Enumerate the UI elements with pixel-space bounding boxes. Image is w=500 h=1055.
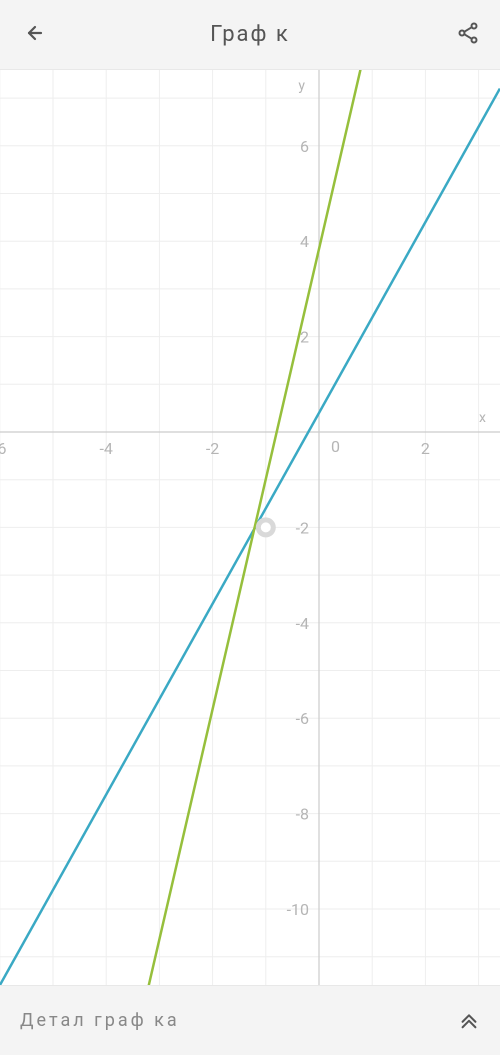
svg-text:-8: -8	[296, 805, 309, 824]
svg-text:6: 6	[300, 137, 309, 156]
expand-up-icon[interactable]	[458, 1008, 480, 1034]
svg-text:4: 4	[300, 232, 309, 251]
chart-canvas: xy-6-4-202-10-8-6-4-2246	[0, 70, 500, 985]
svg-text:2: 2	[421, 439, 430, 458]
back-icon[interactable]	[20, 21, 44, 49]
svg-text:y: y	[298, 78, 305, 94]
footer-label[interactable]: Детал граф ка	[20, 1010, 180, 1031]
svg-text:-6: -6	[296, 709, 309, 728]
share-icon[interactable]	[456, 21, 480, 49]
chart-area[interactable]: xy-6-4-202-10-8-6-4-2246	[0, 70, 500, 985]
page-title: Граф к	[210, 22, 290, 47]
svg-text:-2: -2	[206, 439, 219, 458]
svg-text:-10: -10	[287, 900, 309, 919]
app-header: Граф к	[0, 0, 500, 70]
svg-text:-4: -4	[99, 439, 112, 458]
svg-text:0: 0	[331, 437, 340, 456]
app-footer: Детал граф ка	[0, 985, 500, 1055]
svg-text:x: x	[479, 410, 486, 426]
svg-text:-6: -6	[0, 439, 7, 458]
svg-text:-4: -4	[296, 614, 309, 633]
svg-text:-2: -2	[296, 518, 309, 537]
